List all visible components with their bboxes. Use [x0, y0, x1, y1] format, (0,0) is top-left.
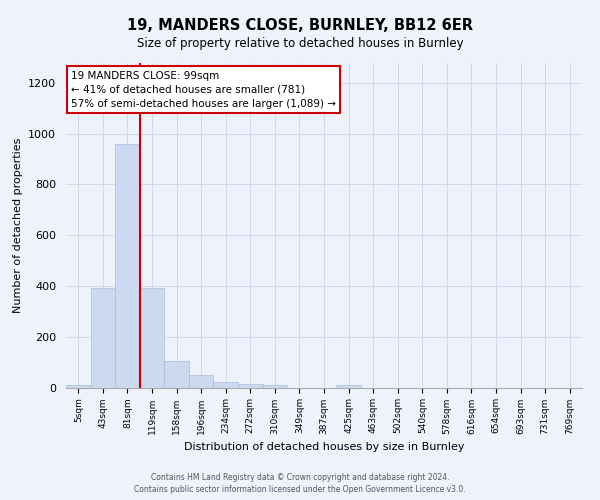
X-axis label: Distribution of detached houses by size in Burnley: Distribution of detached houses by size … — [184, 442, 464, 452]
Bar — [164, 361, 189, 388]
Text: Size of property relative to detached houses in Burnley: Size of property relative to detached ho… — [137, 38, 463, 51]
Bar — [91, 288, 115, 388]
Text: Contains HM Land Registry data © Crown copyright and database right 2024.
Contai: Contains HM Land Registry data © Crown c… — [134, 473, 466, 494]
Bar — [238, 384, 263, 388]
Y-axis label: Number of detached properties: Number of detached properties — [13, 138, 23, 312]
Bar — [189, 375, 214, 388]
Bar — [263, 385, 287, 388]
Text: 19 MANDERS CLOSE: 99sqm
← 41% of detached houses are smaller (781)
57% of semi-d: 19 MANDERS CLOSE: 99sqm ← 41% of detache… — [71, 70, 336, 108]
Bar — [336, 385, 361, 388]
Text: 19, MANDERS CLOSE, BURNLEY, BB12 6ER: 19, MANDERS CLOSE, BURNLEY, BB12 6ER — [127, 18, 473, 32]
Bar — [115, 144, 140, 388]
Bar — [66, 385, 91, 388]
Bar — [140, 288, 164, 388]
Bar — [214, 382, 238, 388]
